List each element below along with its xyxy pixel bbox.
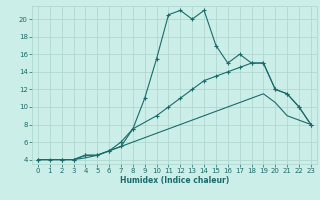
X-axis label: Humidex (Indice chaleur): Humidex (Indice chaleur) (120, 176, 229, 185)
